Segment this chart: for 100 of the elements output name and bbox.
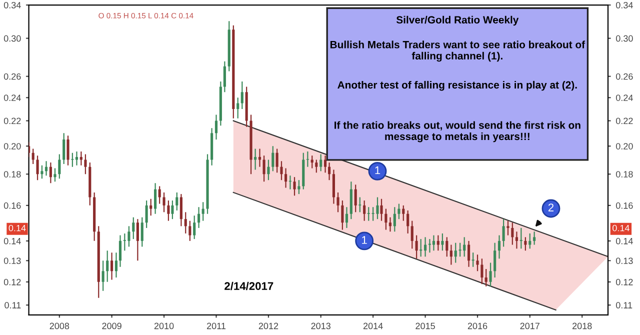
candlestick: [358, 196, 362, 213]
candlestick: [384, 208, 388, 230]
y-tick-label: 0.11: [4, 302, 21, 308]
candlestick: [324, 155, 327, 174]
candlestick: [376, 196, 379, 220]
candlestick: [441, 232, 444, 252]
y-tick-label: 0.14: [4, 238, 21, 244]
x-tick-label: 2011: [206, 322, 226, 330]
candlestick: [110, 252, 114, 280]
x-tick-label: 2008: [50, 322, 70, 330]
candlestick: [40, 164, 44, 180]
candlestick: [162, 192, 166, 213]
candlestick: [463, 236, 466, 258]
annotation: 2/14/2017: [224, 282, 274, 290]
candlestick: [272, 146, 274, 172]
candlestick: [136, 218, 139, 262]
candlestick: [315, 159, 318, 174]
candlestick: [533, 231, 536, 246]
candlestick: [240, 80, 244, 110]
annotation: If the ratio breaks out, would send the first risk on message to metals in years!!!: [334, 121, 580, 142]
candlestick: [154, 182, 157, 214]
candlestick: [32, 148, 34, 165]
candlestick: [310, 155, 314, 169]
candlestick: [184, 212, 187, 234]
candlestick: [140, 216, 144, 248]
y-tick-label: 0.13: [4, 258, 21, 264]
candlestick: [345, 206, 348, 229]
candlestick: [336, 192, 340, 213]
y-tick-label: 0.12: [4, 278, 21, 286]
candlestick: [484, 268, 488, 287]
candlestick: [520, 227, 522, 250]
x-tick-label: 2015: [416, 322, 435, 330]
candlestick: [193, 215, 196, 240]
candlestick: [502, 218, 505, 248]
candlestick: [388, 216, 392, 232]
candlestick: [515, 231, 518, 250]
candlestick: [118, 234, 122, 268]
candlestick: [167, 200, 170, 222]
candlestick: [480, 258, 484, 285]
candlestick: [472, 252, 474, 268]
candlestick: [328, 162, 331, 181]
candlestick: [332, 169, 335, 204]
text: 0.16: [616, 202, 633, 209]
candlestick: [436, 234, 440, 252]
candlestick: [49, 162, 52, 184]
candlestick: [354, 184, 357, 213]
x-tick-label: 2009: [102, 322, 122, 330]
candlestick: [380, 198, 383, 222]
x-tick-label: 2012: [258, 322, 278, 330]
candlestick: [402, 204, 405, 222]
candlestick: [58, 154, 61, 180]
candlestick: [145, 200, 148, 229]
candlestick: [102, 260, 104, 292]
candlestick: [467, 240, 470, 268]
text: 0.18: [616, 171, 633, 178]
y-tick-label: 0.30: [4, 35, 21, 42]
candlestick: [176, 192, 178, 212]
candlestick: [406, 210, 410, 234]
candlestick: [280, 160, 283, 181]
candlestick: [454, 242, 457, 264]
text: 0.14: [8, 224, 26, 232]
candlestick: [494, 242, 496, 278]
candlestick: [498, 234, 501, 260]
candlestick: [276, 148, 278, 174]
candlestick: [420, 238, 422, 258]
candlestick: [123, 232, 126, 252]
candlestick: [150, 198, 152, 216]
candlestick: [446, 236, 448, 258]
annotation: Bullish Metals Traders want to see ratio breakout of falling channel (1).: [330, 40, 586, 62]
x-tick-label: 2014: [363, 322, 383, 330]
candlestick: [66, 135, 70, 166]
candlestick: [262, 155, 266, 182]
candlestick: [524, 236, 527, 252]
candlestick: [293, 176, 296, 196]
candlestick: [428, 238, 432, 254]
candlestick: [188, 220, 192, 242]
x-tick-label: 2016: [468, 322, 488, 330]
candlestick: [363, 200, 366, 222]
candlestick: [320, 154, 322, 172]
candlestick: [36, 155, 39, 181]
text: 0.26: [616, 73, 633, 80]
candlestick: [489, 262, 492, 287]
candlestick: [398, 203, 400, 220]
y-tick-label: 0.34: [4, 2, 21, 8]
candlestick: [202, 202, 204, 222]
candlestick: [132, 216, 135, 240]
y-tick-label: 0.20: [4, 143, 21, 150]
candlestick: [197, 206, 200, 229]
annotation: 1: [375, 166, 380, 174]
annotation: 1: [362, 236, 367, 244]
text: 0.24: [616, 94, 633, 101]
candlestick: [432, 234, 436, 252]
x-tick-label: 2013: [311, 322, 330, 330]
candlestick: [415, 234, 418, 260]
text: 0.34: [616, 2, 633, 8]
text: Silver/Gold Ratio Weekly: [396, 16, 519, 26]
text: 0.14: [616, 238, 633, 244]
candlestick: [236, 97, 240, 119]
candlestick: [506, 220, 510, 236]
candlestick: [267, 159, 270, 181]
